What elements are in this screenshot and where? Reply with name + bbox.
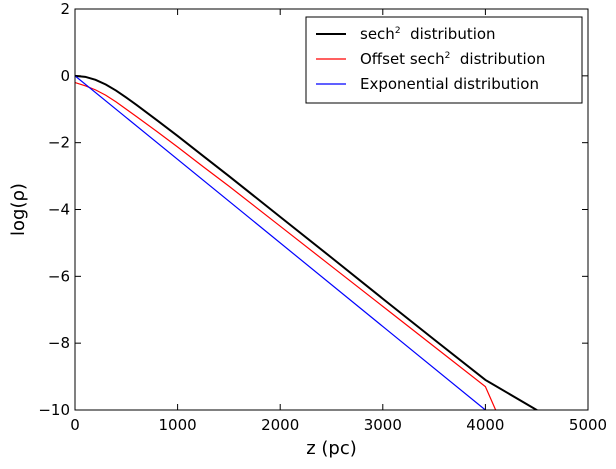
legend-label-2: Exponential distribution [360, 75, 539, 93]
x-tick-label: 3000 [364, 416, 402, 434]
series-line-1 [75, 81, 497, 410]
x-tick-label: 5000 [569, 416, 607, 434]
ticks-layer: 0 1000 2000 3000 4000 5000 2 0 −2 −4 −6 −8 −10 [38, 0, 607, 434]
x-tick-label: 0 [70, 416, 80, 434]
legend-box [305, 16, 583, 104]
legend: sech2 distribution Offset sech2 distribut… [305, 16, 583, 104]
legend-label-0: sech2 distribution [360, 25, 496, 43]
y-tick-label: −2 [48, 134, 70, 152]
y-axis-label: log(ρ) [8, 183, 29, 236]
x-tick-label: 4000 [466, 416, 504, 434]
y-tick-label: −4 [48, 201, 70, 219]
y-tick-label: 0 [60, 67, 70, 85]
y-tick-label: −6 [48, 267, 70, 285]
series-line-0 [75, 74, 539, 410]
series-line-2 [75, 75, 486, 410]
y-tick-label: 2 [60, 0, 70, 18]
y-tick-label: −10 [38, 401, 70, 419]
x-tick-label: 1000 [159, 416, 197, 434]
x-tick-label: 2000 [261, 416, 299, 434]
legend-label-1: Offset sech2 distribution [360, 50, 545, 68]
x-axis-label: z (pc) [306, 438, 357, 459]
series-layer [75, 74, 539, 410]
y-tick-label: −8 [48, 334, 70, 352]
